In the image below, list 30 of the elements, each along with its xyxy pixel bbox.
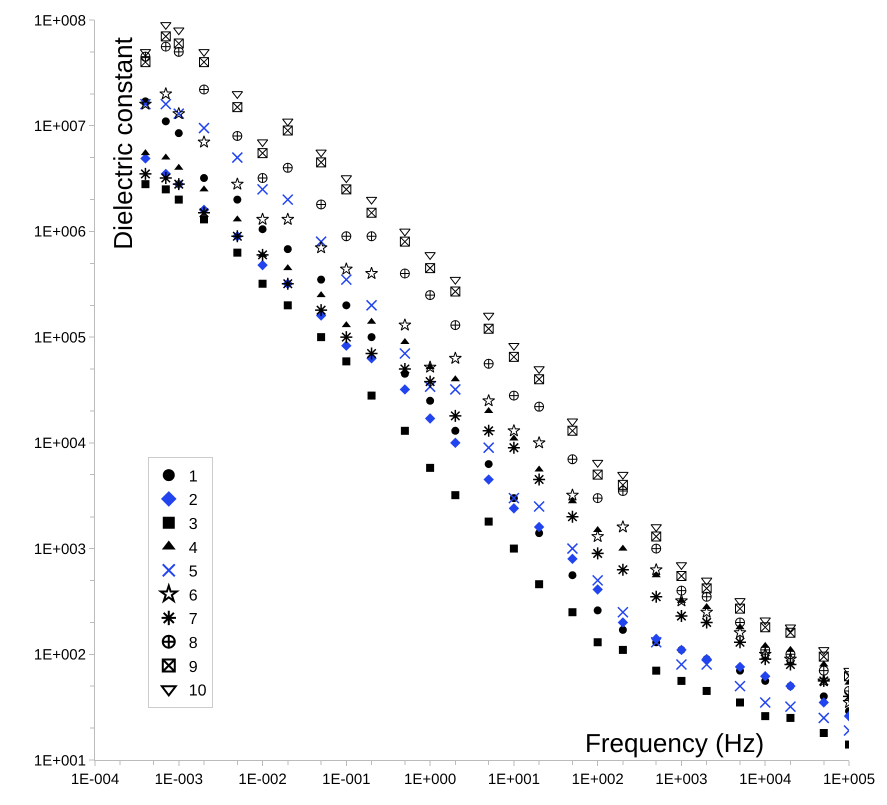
x-tick-label: 1E-002 [238, 771, 287, 788]
legend-label: 8 [188, 634, 198, 652]
legend-label: 5 [188, 564, 198, 581]
x-tick-label: 1E+000 [404, 771, 456, 788]
legend-label: 9 [188, 658, 198, 676]
legend-label: 1 [188, 468, 198, 486]
x-tick-label: 1E+004 [739, 771, 792, 788]
x-tick-label: 1E-004 [70, 771, 120, 788]
x-tick-label: 1E+001 [488, 771, 540, 788]
y-tick-label: 1E+002 [34, 646, 86, 664]
x-tick-label: 1E+002 [572, 771, 624, 788]
legend-label: 6 [188, 587, 198, 604]
y-tick-label: 1E+003 [34, 540, 86, 558]
legend-label: 2 [188, 492, 198, 510]
x-tick-label: 1E+003 [655, 771, 708, 788]
y-tick-label: 1E+004 [34, 435, 86, 452]
y-tick-label: 1E+005 [34, 329, 86, 346]
legend-label: 4 [188, 540, 198, 557]
x-tick-label: 1E-003 [154, 771, 203, 788]
legend-label: 7 [188, 611, 198, 628]
y-tick-label: 1E+008 [34, 12, 86, 30]
legend-label: 3 [188, 516, 198, 533]
x-tick-label: 1E-001 [322, 771, 371, 788]
y-axis-title: Dielectric constant [108, 36, 138, 250]
y-tick-label: 1E+001 [34, 752, 86, 770]
x-tick-label: 1E+005 [822, 771, 876, 788]
y-tick-label: 1E+006 [34, 224, 86, 241]
legend-label: 10 [188, 682, 207, 700]
y-tick-label: 1E+007 [34, 118, 86, 135]
x-axis-title: Frequency (Hz) [585, 728, 764, 758]
